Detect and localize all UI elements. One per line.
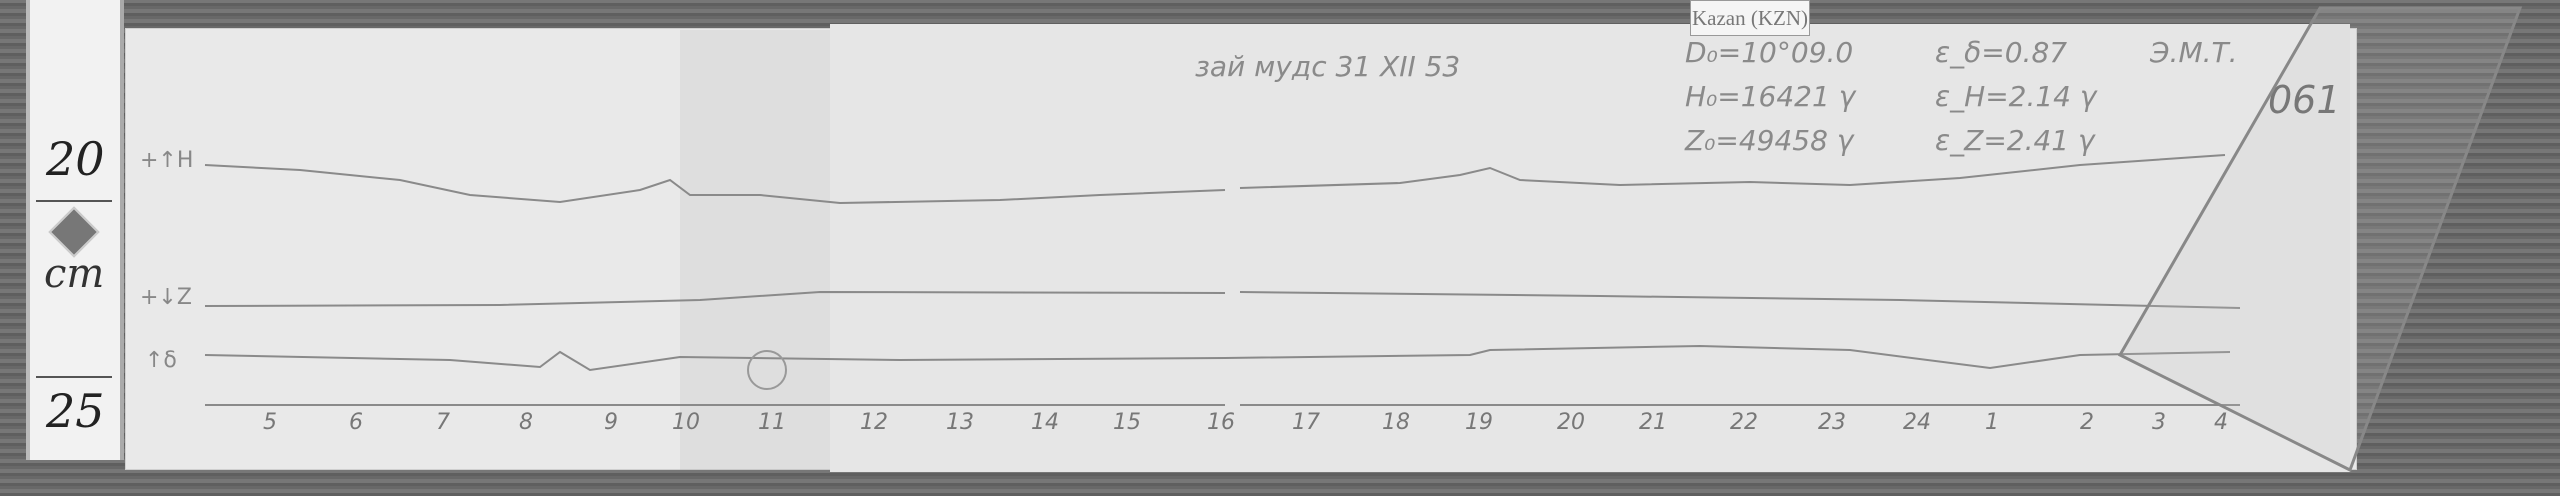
ruler-unit: cm	[44, 251, 105, 297]
hour-label: 8	[519, 410, 533, 435]
hour-label: 2	[2080, 410, 2094, 435]
hour-label: 22	[1730, 410, 1758, 435]
hour-label: 5	[263, 410, 277, 435]
hour-label: 21	[1639, 410, 1667, 435]
const-eps-z: ε_Z=2.41 γ	[1935, 124, 2095, 157]
hour-label: 1	[1985, 410, 1999, 435]
scale-ruler: 20 cm 25	[26, 0, 124, 460]
hour-label: 6	[349, 410, 363, 435]
hour-label: 3	[2152, 410, 2166, 435]
hour-label: 19	[1465, 410, 1493, 435]
const-d0: D₀=10°09.0	[1685, 36, 1854, 69]
hour-label: 10	[672, 410, 700, 435]
hole-mark	[747, 350, 787, 390]
ruler-mark-25: 25	[46, 384, 105, 438]
ruler-mark-20: 20	[46, 132, 105, 186]
hour-label: 14	[1031, 410, 1059, 435]
hour-label: 7	[436, 410, 450, 435]
hour-label: 9	[604, 410, 618, 435]
ruler-divider	[36, 376, 112, 378]
const-z0: Z₀=49458 γ	[1685, 124, 1854, 157]
const-h0: H₀=16421 γ	[1685, 80, 1856, 113]
hour-label: 20	[1557, 410, 1585, 435]
hour-label: 23	[1818, 410, 1846, 435]
hour-label: 16	[1207, 410, 1235, 435]
trace-label-h: +↑H	[140, 148, 194, 173]
hour-label: 4	[2214, 410, 2228, 435]
paper-fold-shadow	[680, 30, 830, 470]
ruler-divider	[36, 200, 112, 202]
hour-label: 18	[1382, 410, 1410, 435]
station-label: Kazan (KZN)	[1690, 0, 1810, 36]
trace-h	[204, 164, 1226, 205]
trace-z	[204, 290, 1226, 307]
const-eps-d: ε_δ=0.87	[1935, 36, 2068, 69]
hour-label: 11	[758, 410, 786, 435]
trace-d	[204, 344, 2231, 372]
trace-label-d: ↑δ	[145, 348, 177, 373]
const-eps-h: ε_H=2.14 γ	[1935, 80, 2097, 113]
hour-label: 15	[1113, 410, 1141, 435]
hour-label: 12	[860, 410, 888, 435]
sheet-number: 061	[2268, 79, 2341, 122]
hour-label: 13	[946, 410, 974, 435]
hour-label: 17	[1292, 410, 1320, 435]
magnetogram-sheet-overlap	[830, 24, 2350, 472]
hour-label: 24	[1903, 410, 1931, 435]
initials: Э.М.Т.	[2150, 36, 2238, 69]
header-note: зай мудс 31 XII 53	[1195, 50, 1461, 83]
trace-h	[1239, 154, 2226, 189]
trace-z	[1239, 291, 2241, 309]
trace-label-z: +↓Z	[140, 285, 192, 310]
